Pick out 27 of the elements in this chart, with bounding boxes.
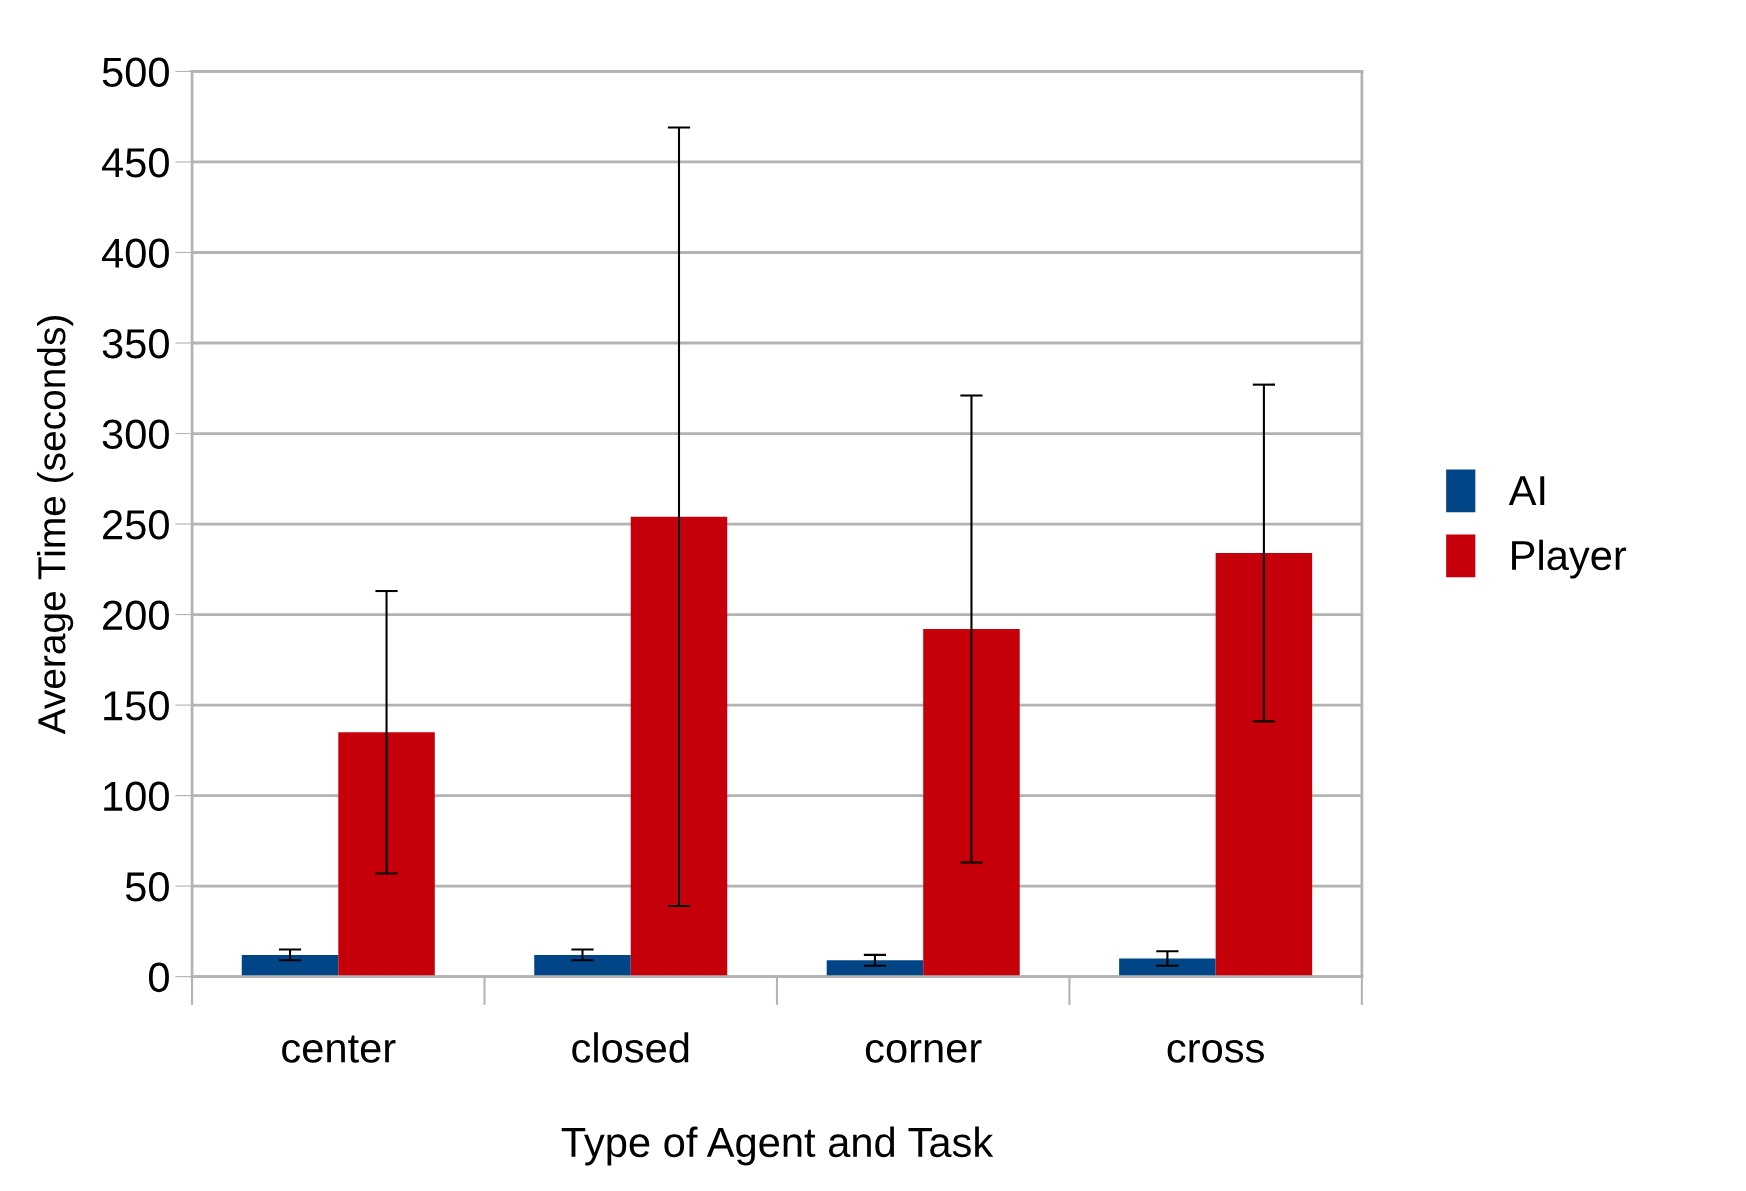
y-tick-label: 300 xyxy=(102,419,169,450)
bar xyxy=(1215,553,1313,977)
y-tick-label: 400 xyxy=(101,238,169,268)
x-tick-label: cross xyxy=(1167,1039,1264,1063)
bar xyxy=(338,732,435,977)
x-tick-label: closed xyxy=(572,1032,689,1063)
y-tick-label: 200 xyxy=(103,600,169,631)
bar xyxy=(241,954,339,977)
y-tick-label: 100 xyxy=(104,781,169,812)
y-tick-label: 450 xyxy=(101,147,169,178)
x-axis-title: Type of Agent and Task xyxy=(561,1126,994,1166)
legend-label: Player xyxy=(1512,539,1627,579)
bar xyxy=(826,960,924,977)
legend-label: AI xyxy=(1508,476,1545,505)
x-tick-label: center xyxy=(282,1035,396,1063)
bar xyxy=(1119,958,1216,977)
bar xyxy=(923,629,1020,977)
x-tick-label: corner xyxy=(865,1039,982,1063)
y-axis-title: Average Time (seconds) xyxy=(36,316,74,735)
y-tick-label: 50 xyxy=(125,872,169,902)
y-tick-label: 500 xyxy=(102,57,169,87)
y-tick-label: 350 xyxy=(102,329,169,359)
y-tick-label: 150 xyxy=(104,691,169,721)
bar xyxy=(630,516,728,977)
y-tick-label: 250 xyxy=(103,510,169,540)
y-tick-label: 0 xyxy=(148,962,169,993)
bar xyxy=(534,954,631,977)
